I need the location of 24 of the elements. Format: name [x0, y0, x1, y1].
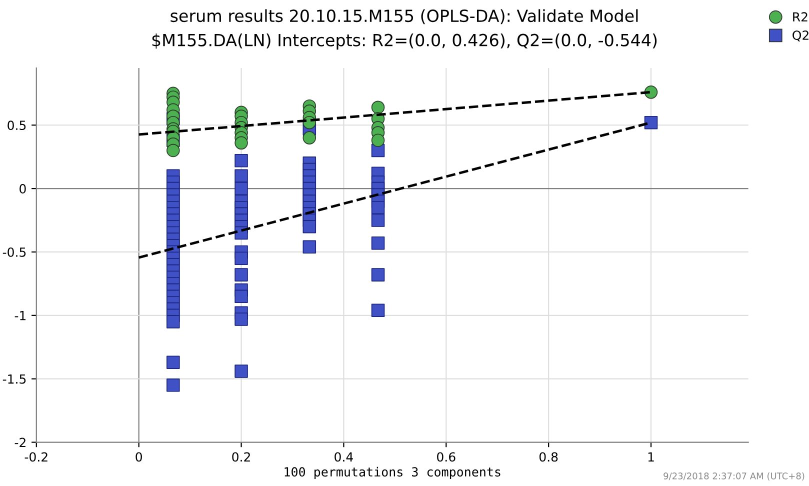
text: 9/23/2018 2:37:07 AM (UTC+8): [664, 472, 804, 480]
x-tick-label: 1: [648, 452, 654, 462]
legend-label: Q2: [792, 30, 808, 42]
legend-label: R2: [793, 12, 808, 22]
x-tick-label: 0.8: [539, 452, 558, 462]
x-tick-label: 0.6: [437, 452, 456, 462]
y-tick-label: -2: [14, 438, 26, 448]
point: [234, 136, 248, 150]
chart-subtitle: $M155.DA(LN) Intercepts: R2=(0.0, 0.426), Q2=(0.0, -0.544): [152, 34, 657, 50]
x-tick-label: 0.2: [232, 452, 250, 462]
y-tick-label: -1: [14, 311, 26, 320]
y-tick-label: 0: [20, 184, 26, 194]
x-axis-title: 100 permutations 3 components: [284, 466, 500, 480]
y-tick-label: -0.5: [2, 247, 26, 257]
y-tick-label: 0.5: [8, 120, 26, 130]
point: [166, 144, 180, 158]
point: [371, 134, 385, 147]
x-tick-label: -0.2: [24, 452, 48, 462]
y-tick-label: -1.5: [2, 374, 26, 384]
x-tick-label: 0.4: [334, 452, 353, 462]
point: [371, 100, 385, 114]
chart-title: serum results 20.10.15.M155 (OPLS-DA): Validate Model: [170, 9, 638, 24]
point: [302, 131, 316, 144]
x-tick-label: 0: [136, 452, 142, 462]
